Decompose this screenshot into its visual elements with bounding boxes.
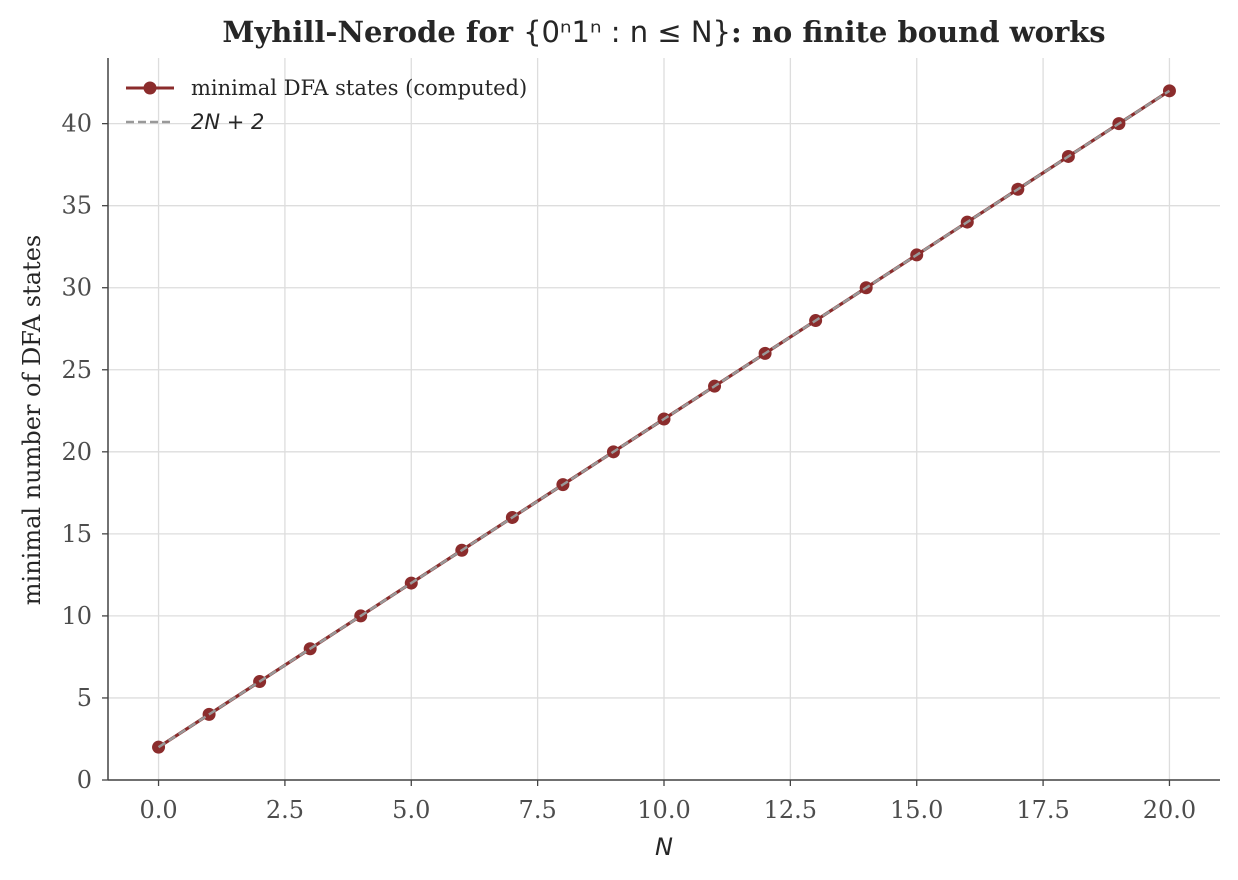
x-tick-label-0: 0.0 (139, 796, 177, 824)
x-tick-label-2: 5.0 (392, 796, 430, 824)
x-tick-label-6: 15.0 (890, 796, 943, 824)
series-line-formula (157, 89, 1171, 749)
chart-title: Myhill-Nerode for {0ⁿ1ⁿ : n ≤ N}: no fin… (222, 15, 1105, 49)
legend-marker-computed (143, 81, 157, 95)
x-axis-ticks: 0.0 2.5 5.0 7.5 10.0 12.5 15.0 17.5 20.0 (139, 780, 1196, 824)
legend-label-computed: minimal DFA states (computed) (191, 76, 527, 100)
y-axis-ticks: 0 5 10 15 20 25 30 35 40 (61, 110, 108, 794)
y-axis-label: minimal number of DFA states (18, 235, 46, 605)
y-tick-label-6: 30 (61, 274, 92, 302)
x-tick-label-4: 10.0 (637, 796, 690, 824)
x-tick-label-1: 2.5 (266, 796, 304, 824)
y-tick-label-8: 40 (61, 110, 92, 138)
x-tick-label-3: 7.5 (519, 796, 557, 824)
x-tick-label-5: 12.5 (764, 796, 817, 824)
legend: minimal DFA states (computed) 2N + 2 (126, 76, 527, 134)
chart-title-suffix: : no finite bound works (731, 15, 1106, 49)
chart-title-prefix: Myhill-Nerode for (222, 15, 523, 49)
legend-label-formula: 2N + 2 (191, 110, 264, 134)
y-tick-label-5: 25 (61, 356, 92, 384)
chart-title-math: {0ⁿ1ⁿ : n ≤ N} (523, 15, 731, 49)
y-tick-label-3: 15 (61, 520, 92, 548)
x-tick-label-7: 17.5 (1016, 796, 1069, 824)
x-axis-label: N (655, 833, 673, 861)
y-tick-label-4: 20 (61, 438, 92, 466)
y-tick-label-0: 0 (77, 766, 92, 794)
y-tick-label-7: 35 (61, 192, 92, 220)
grid (108, 58, 1220, 781)
y-tick-label-2: 10 (61, 602, 92, 630)
y-tick-label-1: 5 (77, 684, 92, 712)
series-layer (152, 84, 1176, 754)
x-tick-label-8: 20.0 (1143, 796, 1196, 824)
